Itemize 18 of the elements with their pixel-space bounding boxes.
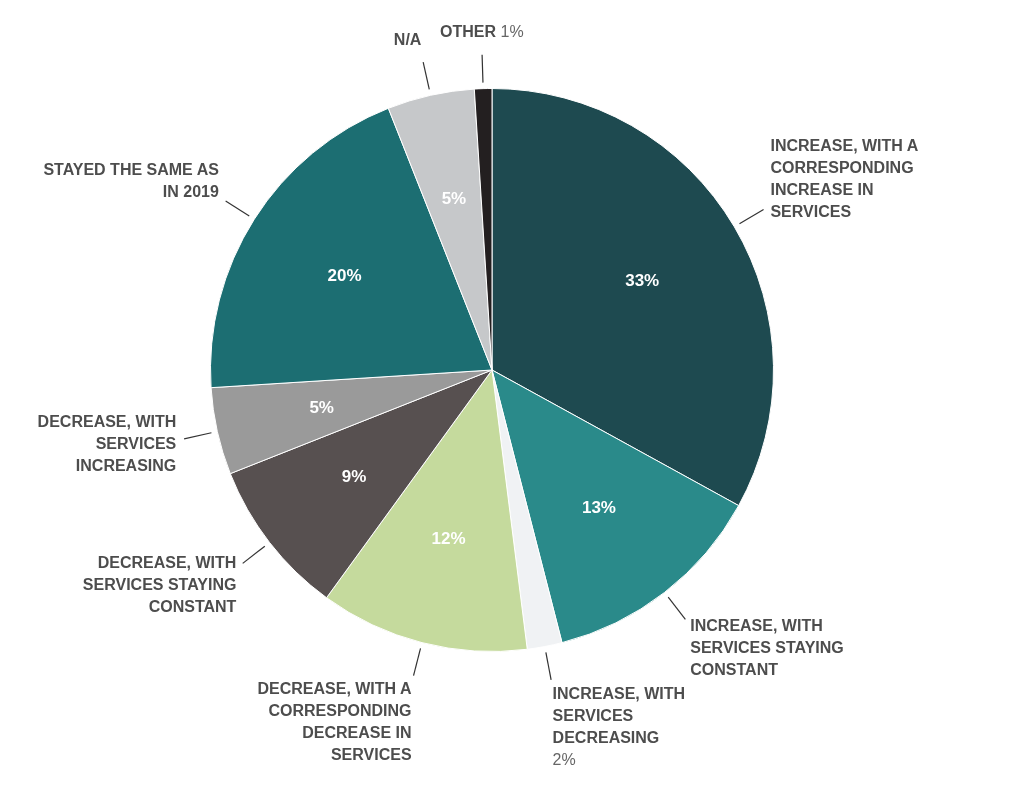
data-label: 33%: [625, 270, 660, 290]
data-label: 9%: [341, 466, 367, 486]
slice-label: OTHER: [440, 23, 497, 41]
slice-label: DECREASE, WITH A CORRESPONDING DECREASE IN SERVICES: [257, 680, 412, 764]
data-label: 13%: [581, 497, 616, 517]
slice-label: STAYED THE SAME AS IN 2019: [43, 161, 220, 201]
data-label: 5%: [309, 397, 334, 417]
data-label: 12%: [431, 528, 466, 548]
slice-label: N/A: [393, 30, 422, 48]
data-label: 20%: [327, 266, 362, 286]
slice-label: DECREASE, WITH SERVICES STAYING CONSTANT: [82, 553, 237, 615]
data-label: 5%: [441, 189, 467, 209]
slice-label: DECREASE, WITH SERVICES INCREASING: [37, 413, 177, 475]
slice-label: INCREASE, WITH SERVICES DECREASING: [552, 685, 686, 747]
slice-label: INCREASE, WITH SERVICES STAYING CONSTANT: [690, 617, 844, 679]
data-label: 1%: [500, 23, 524, 41]
slice-label: INCREASE, WITH A CORRESPONDING INCREASE IN SERVICES: [770, 137, 919, 221]
data-label: 2%: [552, 751, 576, 769]
